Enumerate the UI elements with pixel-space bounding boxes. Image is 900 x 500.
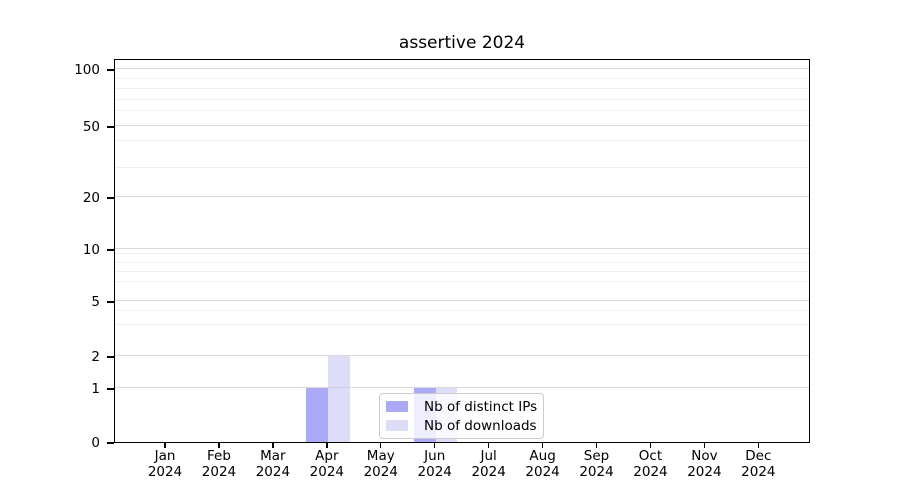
- minor-gridline: [115, 253, 809, 254]
- y-tick-label: 2: [91, 348, 100, 365]
- x-tick-label: Jul 2024: [471, 448, 506, 480]
- minor-gridline: [115, 310, 809, 312]
- x-tick-label: Dec 2024: [741, 448, 776, 480]
- bar-distinct-ips-apr: [306, 388, 328, 442]
- x-tick-label: Nov 2024: [687, 448, 722, 480]
- x-tick: [218, 443, 220, 448]
- x-tick: [595, 443, 598, 448]
- x-tick-label: Jun 2024: [417, 448, 452, 480]
- major-gridline: [115, 387, 809, 389]
- x-tick-label: Oct 2024: [633, 448, 668, 480]
- x-tick-label: May 2024: [363, 448, 398, 480]
- y-tick-label: 100: [74, 61, 100, 78]
- minor-gridline: [115, 139, 809, 141]
- y-tick: [107, 126, 114, 128]
- y-tick: [107, 249, 114, 251]
- x-tick: [164, 443, 166, 448]
- x-tick-label: Sep 2024: [579, 448, 614, 480]
- y-tick: [107, 197, 114, 199]
- major-gridline: [115, 248, 809, 250]
- x-tick: [649, 443, 652, 448]
- x-tick: [541, 443, 544, 448]
- minor-gridline: [115, 167, 809, 169]
- distinct-ips-swatch: [386, 401, 408, 412]
- minor-gridline: [115, 88, 809, 90]
- minor-gridline: [115, 281, 809, 282]
- x-tick: [487, 443, 490, 448]
- major-gridline: [115, 67, 809, 69]
- x-tick: [757, 443, 760, 448]
- minor-gridline: [115, 78, 809, 80]
- legend-item-downloads: Nb of downloads: [386, 416, 537, 435]
- y-tick: [107, 69, 114, 71]
- y-tick-label: 20: [82, 190, 100, 206]
- x-tick-label: Apr 2024: [309, 448, 344, 480]
- major-gridline: [115, 300, 809, 301]
- minor-gridline: [115, 110, 809, 111]
- bar-downloads-apr: [327, 355, 350, 442]
- y-tick: [107, 388, 114, 390]
- minor-gridline: [115, 271, 809, 273]
- minor-gridline: [115, 324, 809, 325]
- legend-item-distinct-ips: Nb of distinct IPs: [386, 397, 538, 416]
- minor-gridline: [115, 262, 809, 264]
- y-tick-label: 50: [82, 118, 100, 135]
- x-tick-label: Mar 2024: [255, 448, 291, 480]
- y-tick-label: 10: [82, 242, 100, 258]
- minor-gridline: [115, 99, 809, 101]
- downloads-swatch: [386, 420, 408, 431]
- chart-title: assertive 2024: [398, 33, 526, 53]
- x-tick-label: Jan 2024: [147, 448, 183, 480]
- legend: Nb of distinct IPs Nb of downloads: [379, 393, 544, 439]
- x-tick: [272, 443, 274, 448]
- y-tick-label: 1: [91, 381, 100, 397]
- x-tick-label: Aug 2024: [525, 448, 560, 480]
- legend-label-downloads: Nb of downloads: [424, 417, 537, 434]
- y-tick: [107, 301, 114, 303]
- x-tick: [326, 443, 328, 448]
- major-gridline: [115, 124, 809, 126]
- major-gridline: [115, 196, 809, 198]
- plot-area: Nb of distinct IPs Nb of downloads: [114, 59, 810, 443]
- legend-label-distinct-ips: Nb of distinct IPs: [424, 398, 538, 415]
- y-tick: [107, 442, 114, 444]
- y-tick-label: 5: [91, 293, 100, 310]
- x-tick: [434, 443, 436, 448]
- y-tick: [107, 356, 114, 358]
- y-tick-label: 0: [91, 435, 100, 451]
- major-gridline: [115, 354, 809, 356]
- x-tick: [380, 443, 382, 448]
- x-tick: [703, 443, 706, 448]
- x-tick-label: Feb 2024: [201, 448, 237, 480]
